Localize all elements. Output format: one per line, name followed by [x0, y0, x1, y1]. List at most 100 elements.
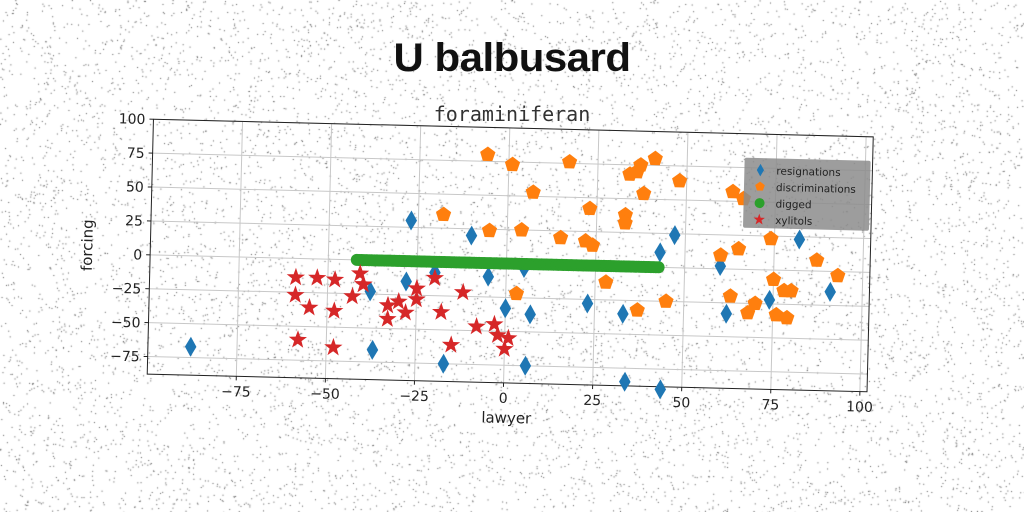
point-resignations — [405, 210, 418, 231]
point-discriminations — [713, 247, 729, 262]
point-discriminations — [722, 288, 738, 303]
point-discriminations — [514, 221, 530, 237]
legend-label: digged — [775, 198, 811, 211]
point-xylitols — [396, 303, 415, 321]
y-tick-label: −75 — [110, 349, 140, 366]
point-resignations — [720, 303, 733, 324]
series-xylitols — [286, 263, 518, 357]
legend-label: xylitols — [775, 215, 812, 228]
x-tick-label: 0 — [499, 391, 508, 407]
point-resignations — [499, 298, 512, 319]
point-xylitols — [407, 278, 426, 297]
x-tick-label: 50 — [672, 395, 690, 411]
legend-marker-resignations — [756, 163, 764, 177]
point-resignations — [366, 339, 379, 360]
y-tick-label: 25 — [125, 213, 143, 229]
point-xylitols — [286, 267, 306, 286]
point-discriminations — [809, 252, 825, 267]
point-xylitols — [286, 285, 305, 303]
point-resignations — [364, 281, 377, 302]
point-resignations — [824, 281, 836, 302]
legend-label: resignations — [776, 165, 841, 179]
point-resignations — [581, 293, 594, 314]
point-discriminations — [765, 271, 782, 287]
point-resignations — [668, 225, 681, 246]
x-tick-label: −25 — [399, 388, 429, 405]
series-digged — [350, 253, 665, 274]
point-xylitols — [495, 339, 514, 357]
point-discriminations — [658, 293, 674, 308]
point-resignations — [524, 304, 536, 325]
point-discriminations — [776, 282, 792, 298]
y-tick-label: 0 — [133, 247, 142, 263]
point-discriminations — [672, 172, 688, 188]
point-discriminations — [561, 154, 578, 169]
point-xylitols — [324, 337, 343, 356]
point-resignations — [793, 229, 806, 250]
grid-line-x — [413, 125, 422, 381]
legend-box — [743, 157, 871, 231]
series-discriminations — [435, 146, 846, 325]
axis-ticks: −75 −50 −25 0 25 50 75 100 −75 −50 −25 0 25 50 75 100 — [110, 111, 873, 416]
point-xylitols — [441, 335, 461, 353]
point-xylitols — [325, 301, 344, 319]
point-xylitols — [354, 274, 373, 293]
legend-marker-discriminations — [755, 181, 765, 191]
grid-line-x — [681, 132, 689, 388]
point-discriminations — [582, 200, 598, 216]
point-resignations — [654, 379, 667, 400]
chart-title: U balbusard — [393, 36, 631, 80]
point-discriminations — [647, 150, 663, 166]
chart-subtitle: foraminiferan — [433, 102, 591, 126]
y-tick-label: −25 — [112, 281, 142, 298]
point-resignations — [617, 303, 629, 324]
x-tick-label: 100 — [846, 399, 873, 416]
point-discriminations — [508, 285, 525, 301]
point-xylitols — [389, 291, 408, 310]
point-xylitols — [378, 295, 397, 314]
point-discriminations — [584, 237, 601, 252]
point-xylitols — [378, 309, 397, 327]
point-discriminations — [725, 183, 741, 199]
point-resignations — [184, 336, 197, 357]
point-resignations — [619, 371, 631, 392]
y-tick-label: −50 — [111, 315, 141, 332]
point-resignations — [519, 355, 532, 376]
legend: resignations discriminations digged xylitol… — [743, 157, 871, 231]
point-xylitols — [453, 282, 473, 301]
point-resignations — [763, 289, 776, 310]
point-xylitols — [343, 286, 362, 305]
point-discriminations — [435, 206, 452, 222]
legend-marker-xylitols — [753, 213, 765, 225]
point-discriminations — [525, 184, 541, 199]
point-xylitols — [300, 298, 319, 316]
point-discriminations — [636, 185, 652, 201]
grid-line-x — [592, 130, 600, 386]
legend-marker-digged — [754, 198, 765, 209]
point-discriminations — [553, 229, 569, 245]
x-tick-label: −75 — [221, 384, 251, 401]
point-discriminations — [598, 274, 614, 289]
point-resignations — [465, 225, 478, 246]
point-resignations — [654, 242, 666, 263]
point-discriminations — [481, 222, 498, 238]
plot-frame — [146, 118, 874, 393]
point-discriminations — [763, 230, 779, 246]
point-xylitols — [325, 270, 345, 288]
point-discriminations — [830, 267, 846, 283]
point-xylitols — [288, 330, 307, 348]
point-xylitols — [351, 263, 370, 282]
y-tick-label: 100 — [119, 111, 146, 128]
point-discriminations — [633, 157, 649, 172]
point-discriminations — [731, 240, 747, 256]
grid-line-x — [235, 121, 244, 377]
point-xylitols — [467, 316, 486, 335]
point-discriminations — [617, 215, 633, 230]
x-tick-label: −50 — [310, 386, 340, 403]
grid-line-x — [324, 123, 333, 379]
y-tick-label: 50 — [126, 179, 144, 195]
x-axis-label: lawyer — [481, 408, 532, 427]
x-tick-label: 25 — [583, 393, 601, 409]
